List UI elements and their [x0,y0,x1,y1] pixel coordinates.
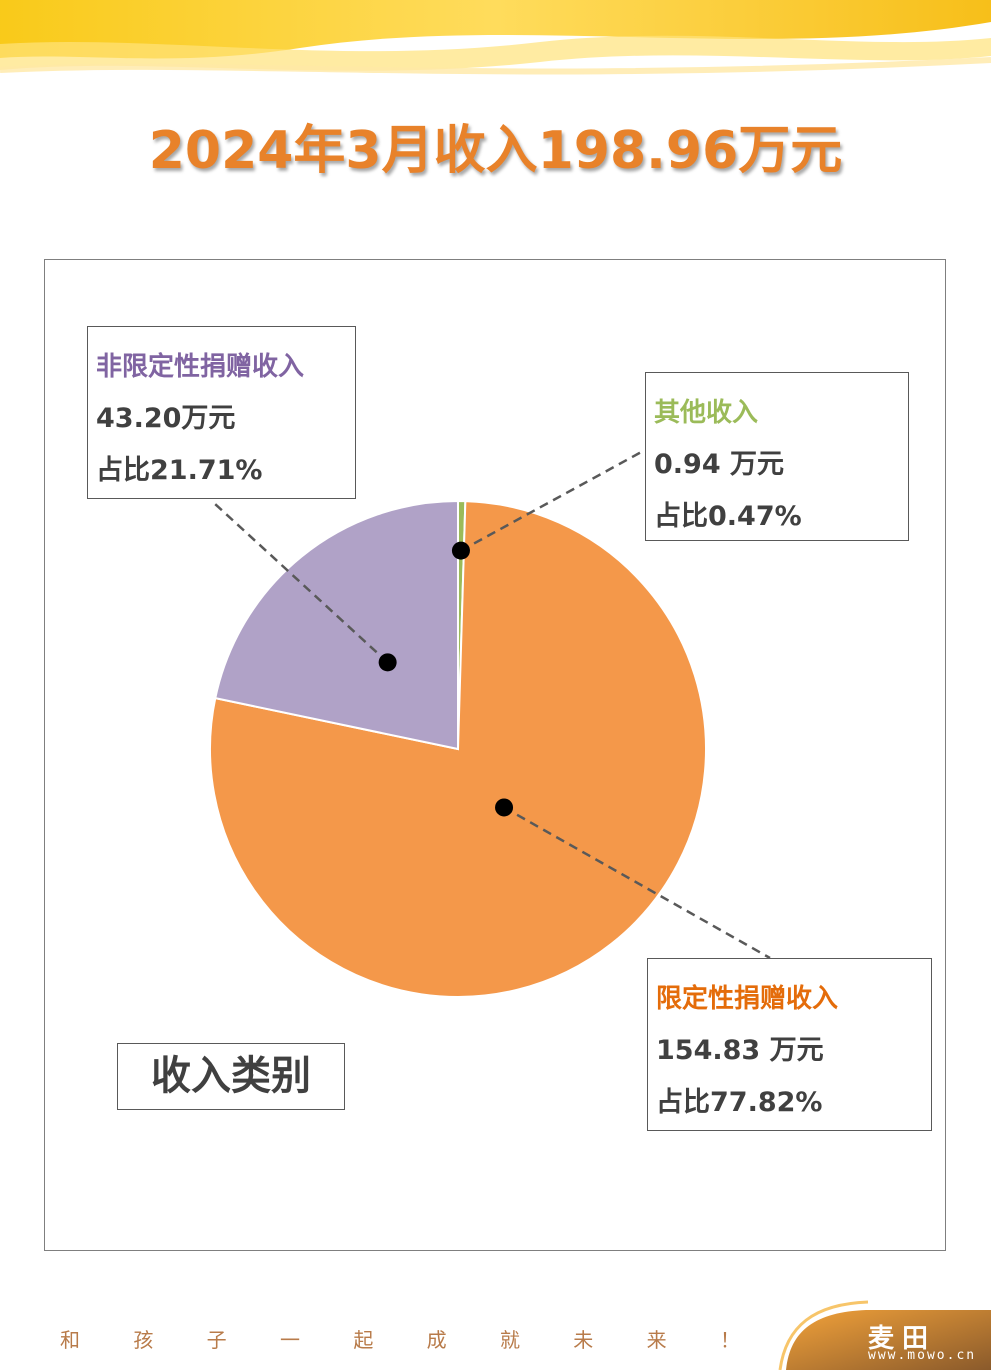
page-title: 2024年3月收入198.96万元 [148,121,843,181]
callout-share: 占比0.47% [654,501,802,532]
callout-name: 其他收入 [654,398,759,428]
slogan-char: 孩 [133,1328,154,1352]
footer-slogan: 和 孩 子 一 起 成 就 未 来 ！ [60,1324,740,1353]
slogan-char: ！ [719,1328,740,1352]
slogan-char: 和 [60,1328,80,1352]
leader-line [213,502,389,664]
slogan-char: 就 [499,1328,520,1352]
callout-other-income: 其他收入 0.94 万元 占比0.47% [645,372,909,541]
callout-share: 占比77.82% [656,1087,823,1118]
leader-dot [495,798,514,817]
callout-name: 非限定性捐赠收入 [96,352,305,382]
callout-amount: 43.20万元 [96,403,236,434]
top-banner-decoration [0,0,991,90]
slogan-char: 来 [646,1328,667,1352]
leader-dot [451,541,470,560]
callout-amount: 154.83 万元 [656,1035,824,1066]
chart-frame [44,259,946,1251]
logo-text: 麦田 [868,1324,937,1354]
callout-nonrestricted-donation: 非限定性捐赠收入 43.20万元 占比21.71% [87,326,356,499]
leader-dot [378,653,397,672]
callout-share: 占比21.71% [96,455,263,486]
slogan-char: 成 [426,1328,447,1352]
leader-line [460,448,646,552]
logo-badge [778,1300,991,1370]
callout-name: 限定性捐赠收入 [656,984,839,1014]
category-label: 收入类别 [117,1043,345,1110]
logo-url: www.mowo.cn [868,1348,977,1363]
pie-slice-nonrestricted-donation [214,499,459,751]
slogan-char: 未 [573,1328,594,1352]
slogan-char: 一 [279,1328,300,1352]
slogan-char: 起 [353,1328,374,1352]
slogan-char: 子 [206,1328,227,1352]
callout-restricted-donation: 限定性捐赠收入 154.83 万元 占比77.82% [647,958,932,1131]
leader-line [503,806,771,960]
callout-amount: 0.94 万元 [654,449,785,480]
